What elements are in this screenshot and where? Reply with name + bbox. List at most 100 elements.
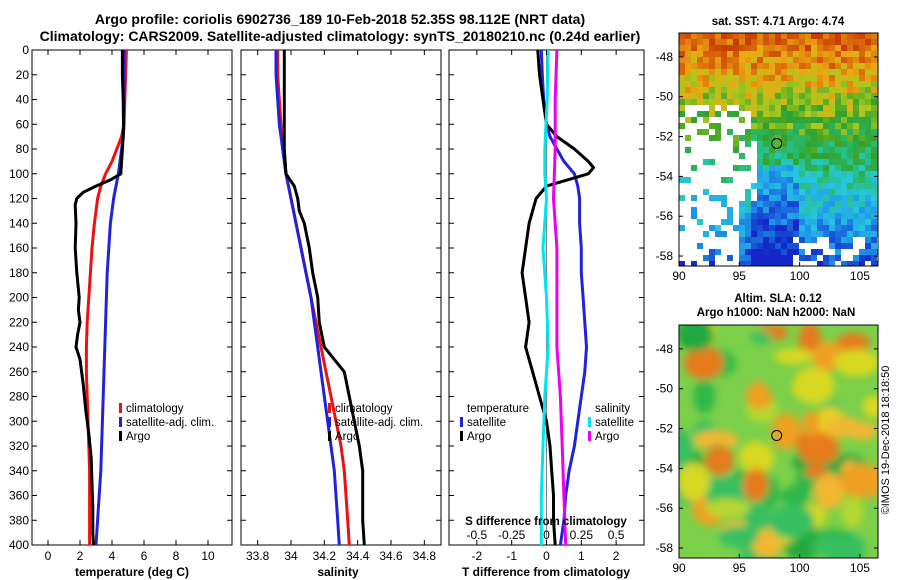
sst-pixel: [859, 249, 865, 255]
x-tick-label: 2: [77, 549, 84, 563]
sst-pixel: [853, 57, 859, 63]
sst-pixel: [859, 111, 865, 117]
x-tick-label: 6: [141, 549, 148, 563]
sst-pixel: [697, 39, 703, 45]
sst-pixel: [841, 147, 847, 153]
sst-pixel: [793, 81, 799, 87]
sst-pixel: [763, 231, 769, 237]
map-x-tick-label: 95: [733, 269, 747, 283]
sst-pixel: [769, 219, 775, 225]
sst-pixel: [691, 75, 697, 81]
sst-pixel: [817, 231, 823, 237]
sst-pixel: [751, 219, 757, 225]
sst-pixel: [781, 57, 787, 63]
sst-pixel: [871, 51, 877, 57]
sst-pixel: [871, 171, 877, 177]
map-y-tick-label: -54: [656, 169, 674, 183]
sst-pixel: [871, 183, 877, 189]
sst-pixel: [769, 39, 775, 45]
sst-pixel: [781, 99, 787, 105]
sst-pixel: [799, 165, 805, 171]
sst-pixel: [757, 183, 763, 189]
sst-pixel: [805, 135, 811, 141]
sst-pixel: [793, 147, 799, 153]
sst-pixel: [757, 249, 763, 255]
depth-tick-label: 0: [22, 43, 29, 57]
sst-pixel: [787, 63, 793, 69]
sst-pixel: [757, 219, 763, 225]
sst-pixel: [823, 225, 829, 231]
depth-tick-label: 360: [9, 489, 29, 503]
sst-pixel: [751, 261, 757, 266]
sst-pixel: [763, 261, 769, 266]
sst-pixel: [781, 81, 787, 87]
sst-pixel: [829, 129, 835, 135]
sst-pixel: [757, 195, 763, 201]
sst-pixel: [805, 129, 811, 135]
sst-pixel: [727, 63, 733, 69]
sst-pixel: [739, 75, 745, 81]
sst-pixel: [757, 105, 763, 111]
map-y-tick-label: -50: [656, 382, 674, 396]
sst-pixel: [709, 69, 715, 75]
sst-pixel: [799, 117, 805, 123]
sst-pixel: [715, 195, 721, 201]
sst-pixel: [811, 87, 817, 93]
sst-pixel: [853, 153, 859, 159]
sst-pixel: [823, 219, 829, 225]
sst-pixel: [697, 63, 703, 69]
map-y-tick-label: -56: [656, 501, 674, 515]
sst-pixel: [805, 39, 811, 45]
sst-pixel: [799, 39, 805, 45]
sst-pixel: [685, 45, 691, 51]
sst-pixel: [769, 123, 775, 129]
map-y-tick-label: -54: [656, 461, 674, 475]
sst-pixel: [763, 69, 769, 75]
sst-pixel: [847, 45, 853, 51]
sst-pixel: [871, 81, 877, 87]
sst-pixel: [763, 117, 769, 123]
sst-pixel: [799, 93, 805, 99]
sla-anomaly-blob: [693, 430, 739, 450]
depth-tick-label: 320: [9, 439, 29, 453]
sst-pixel: [847, 63, 853, 69]
sst-pixel: [745, 249, 751, 255]
sst-pixel: [853, 123, 859, 129]
sst-pixel: [739, 219, 745, 225]
sst-pixel: [841, 81, 847, 87]
sst-pixel: [745, 75, 751, 81]
sst-pixel: [853, 195, 859, 201]
sst-pixel: [823, 63, 829, 69]
sst-pixel: [841, 171, 847, 177]
legend-label-sal-argo: Argo: [595, 431, 619, 443]
sst-pixel: [835, 117, 841, 123]
sst-pixel: [847, 129, 853, 135]
depth-tick-label: 260: [9, 365, 29, 379]
profile-line-argo: [282, 50, 366, 546]
sst-pixel: [841, 195, 847, 201]
sst-pixel: [763, 141, 769, 147]
sst-pixel: [739, 117, 745, 123]
map-y-tick-label: -52: [656, 130, 674, 144]
sst-pixel: [847, 81, 853, 87]
sst-pixel: [847, 123, 853, 129]
sst-pixel: [829, 63, 835, 69]
sst-pixel: [745, 237, 751, 243]
sst-pixel: [835, 177, 841, 183]
figure-title-line1: Argo profile: coriolis 6902736_189 10-Fe…: [95, 11, 585, 27]
depth-tick-label: 60: [16, 117, 30, 131]
sst-pixel: [757, 39, 763, 45]
sst-pixel: [865, 201, 871, 207]
sst-pixel: [709, 33, 715, 39]
sst-pixel: [715, 87, 721, 93]
sst-pixel: [841, 231, 847, 237]
depth-tick-label: 120: [9, 192, 29, 206]
sla-map-ticks: 90 95 100 105 -48 -50 -52 -54 -56 -58: [656, 342, 878, 575]
sla-anomaly-blob: [798, 432, 840, 466]
sst-pixel: [739, 165, 745, 171]
legend-swatch-argo: [119, 431, 122, 441]
sst-pixel: [871, 141, 877, 147]
sst-pixel: [793, 201, 799, 207]
sst-pixel: [835, 255, 841, 261]
sst-pixel: [781, 255, 787, 261]
